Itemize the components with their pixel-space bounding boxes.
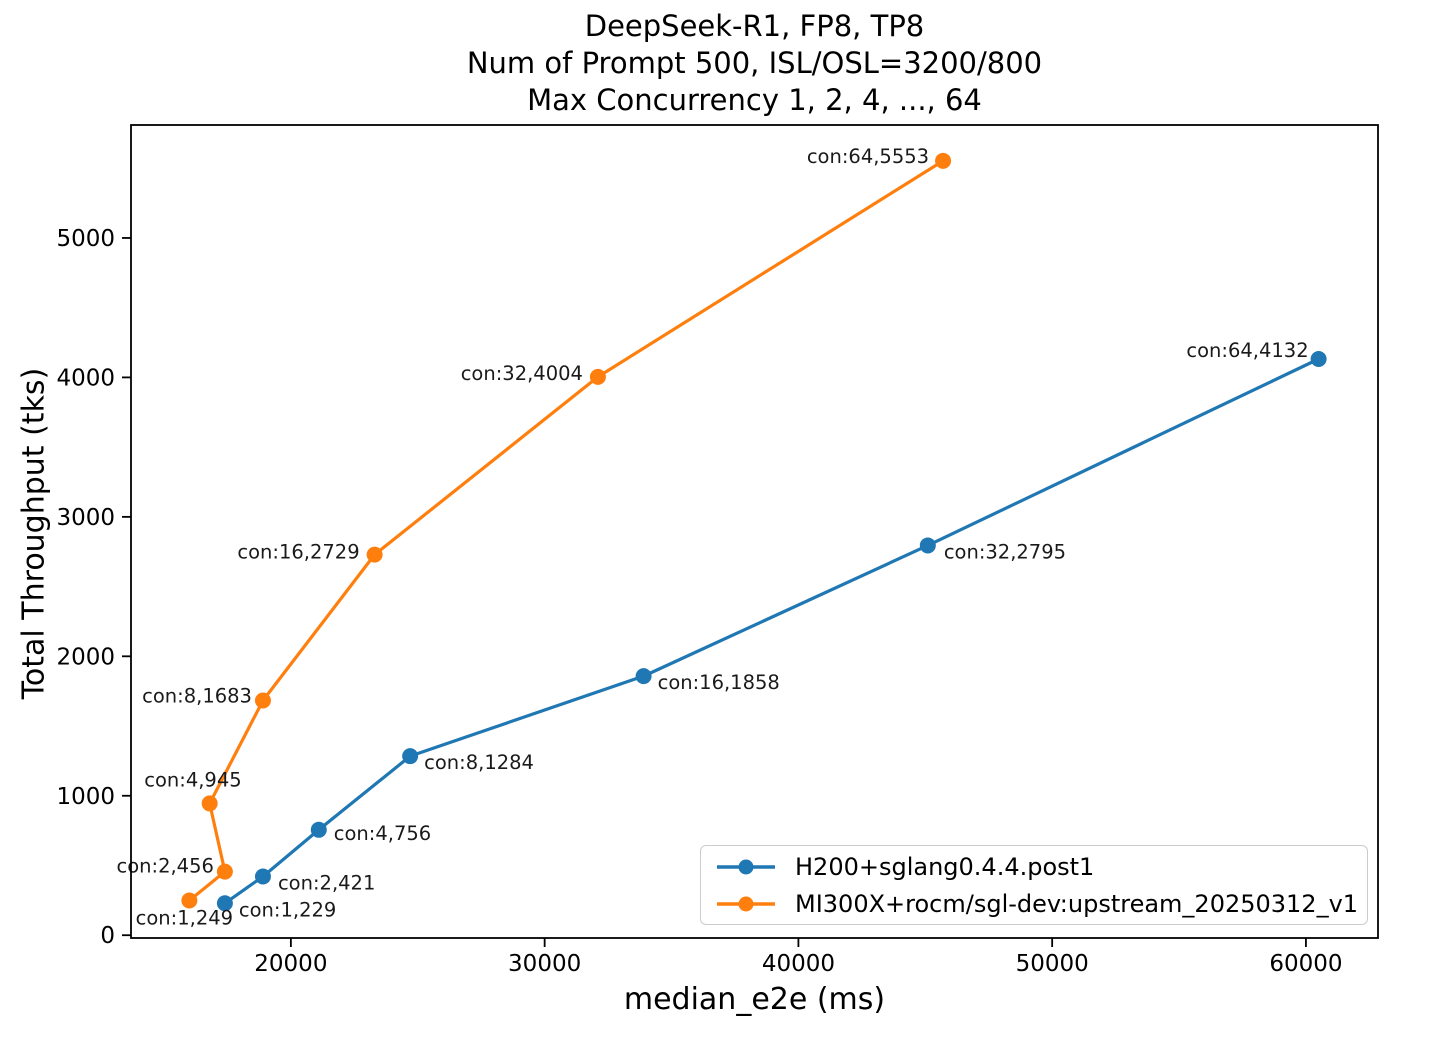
- legend-line-marker-sample: [717, 896, 775, 911]
- data-point-marker: [635, 668, 652, 685]
- point-annotation: con:2,456: [116, 855, 213, 878]
- y-axis-tick-label: 5000: [56, 226, 115, 252]
- data-point-marker: [201, 795, 218, 812]
- data-point-marker: [402, 748, 419, 765]
- y-axis-tick-label: 2000: [56, 644, 115, 670]
- x-axis-tick-label: 40000: [762, 951, 835, 977]
- point-annotation: con:4,756: [334, 822, 431, 845]
- point-annotation: con:2,421: [278, 872, 375, 895]
- data-point-marker: [216, 895, 233, 912]
- point-annotation: con:1,249: [136, 906, 233, 929]
- legend: H200+sglang0.4.4.post1 MI300X+rocm/sgl-d…: [700, 845, 1368, 925]
- data-point-marker: [216, 863, 233, 880]
- chart-title-line-1: DeepSeek-R1, FP8, TP8: [584, 9, 925, 43]
- x-axis-tick-label: 60000: [1269, 951, 1342, 977]
- x-axis-tick-label: 20000: [254, 951, 327, 977]
- data-point-marker: [366, 546, 383, 563]
- data-point-marker: [1310, 350, 1327, 367]
- y-axis-tick-label: 1000: [56, 784, 115, 810]
- data-point-marker: [310, 821, 327, 838]
- legend-label-h200: H200+sglang0.4.4.post1: [795, 852, 1095, 881]
- chart-title-line-2: Num of Prompt 500, ISL/OSL=3200/800: [466, 46, 1043, 80]
- point-annotation: con:32,2795: [944, 540, 1066, 563]
- point-annotation: con:1,229: [239, 898, 336, 921]
- y-axis-label: Total Throughput (tks): [16, 367, 52, 700]
- data-point-marker: [919, 537, 936, 554]
- x-axis-tick-label: 30000: [508, 951, 581, 977]
- point-annotation: con:64,5553: [807, 145, 929, 168]
- x-axis-tick-label: 50000: [1016, 951, 1089, 977]
- chart-title-line-3: Max Concurrency 1, 2, 4, ..., 64: [527, 83, 982, 117]
- plot-frame: [130, 124, 1379, 939]
- legend-row-h200: H200+sglang0.4.4.post1: [711, 848, 1357, 885]
- data-point-marker: [254, 868, 271, 885]
- legend-line-marker-sample: [717, 859, 775, 874]
- data-point-marker: [589, 368, 606, 385]
- chart-title: DeepSeek-R1, FP8, TP8 Num of Prompt 500,…: [131, 8, 1378, 119]
- y-axis-tick-label: 3000: [56, 505, 115, 531]
- point-annotation: con:16,1858: [658, 671, 780, 694]
- series-line-1: [188, 159, 944, 902]
- legend-row-mi300x: MI300X+rocm/sgl-dev:upstream_20250312_v1: [711, 885, 1359, 922]
- data-point-marker: [935, 152, 952, 169]
- y-axis-tick-label: 4000: [56, 365, 115, 391]
- point-annotation: con:4,945: [144, 768, 241, 791]
- point-annotation: con:8,1683: [142, 685, 252, 708]
- point-annotation: con:8,1284: [424, 751, 534, 774]
- point-annotation: con:64,4132: [1186, 339, 1308, 362]
- data-point-marker: [254, 692, 271, 709]
- point-annotation: con:16,2729: [237, 541, 359, 564]
- point-annotation: con:32,4004: [461, 362, 583, 385]
- legend-label-mi300x: MI300X+rocm/sgl-dev:upstream_20250312_v1: [795, 889, 1359, 918]
- x-axis-label: median_e2e (ms): [623, 982, 886, 1017]
- data-point-marker: [181, 892, 198, 909]
- y-axis-tick-label: 0: [100, 923, 115, 949]
